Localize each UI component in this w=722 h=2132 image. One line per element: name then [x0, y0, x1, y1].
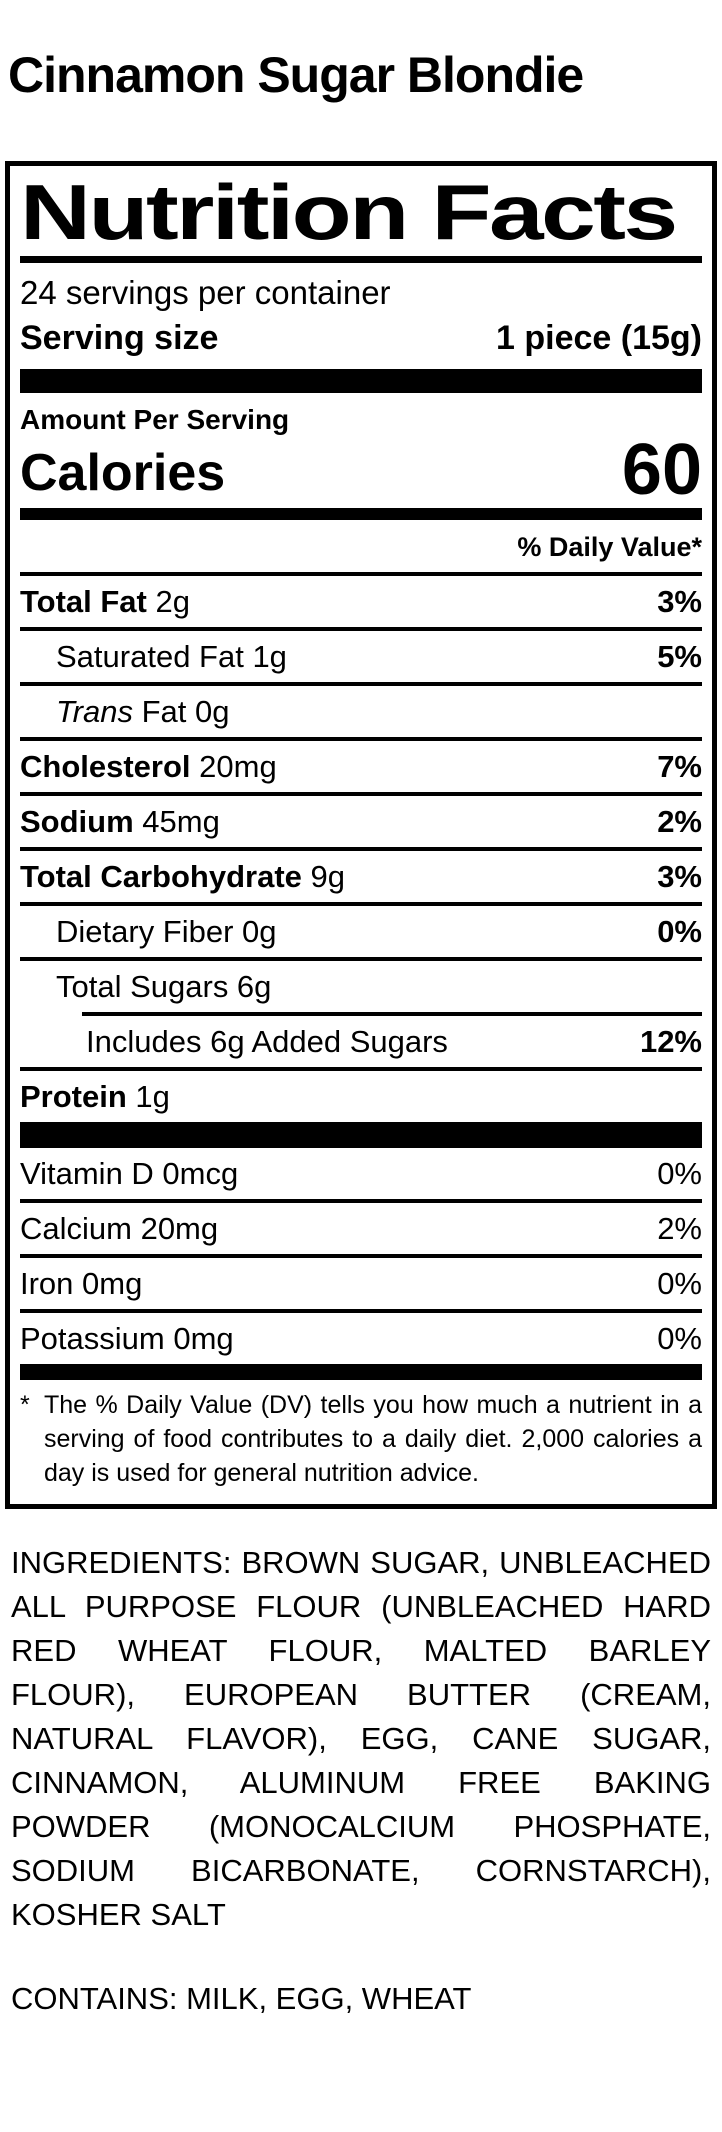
servings-per-container: 24 servings per container	[20, 274, 391, 311]
footnote-text: The % Daily Value (DV) tells you how muc…	[44, 1391, 702, 1487]
footnote: * The % Daily Value (DV) tells you how m…	[20, 1380, 702, 1502]
micronutrient-row: Vitamin D 0mcg 0%	[20, 1148, 702, 1199]
daily-value: 2%	[657, 1211, 702, 1246]
nutrient-row: Total Sugars 6g	[20, 961, 702, 1012]
separator	[82, 1012, 702, 1016]
thick-rule-middle	[20, 1122, 702, 1148]
separator	[20, 847, 702, 851]
nutrient-name: Trans Fat 0g	[56, 694, 230, 729]
nutrient-name: Iron 0mg	[20, 1266, 143, 1301]
nutrient-name: Includes 6g Added Sugars	[86, 1024, 448, 1059]
nutrition-facts-label: Nutrition Facts 24 servings per containe…	[5, 161, 717, 1509]
nutrient-row: Includes 6g Added Sugars 12%	[20, 1016, 702, 1067]
separator	[20, 1067, 702, 1071]
daily-value: 7%	[657, 749, 702, 784]
nutrient-row: Protein 1g	[20, 1071, 702, 1122]
separator	[20, 957, 702, 961]
nutrient-name: Potassium 0mg	[20, 1321, 234, 1356]
calories-rule	[20, 508, 702, 520]
daily-value: 0%	[657, 914, 702, 949]
nutrient-row: Cholesterol 20mg 7%	[20, 741, 702, 792]
micronutrient-row: Potassium 0mg 0%	[20, 1313, 702, 1364]
footnote-asterisk: *	[20, 1391, 30, 1419]
nutrition-facts-heading: Nutrition Facts	[20, 168, 678, 256]
separator	[20, 737, 702, 741]
nutrient-name: Total Fat 2g	[20, 584, 190, 619]
product-title: Cinnamon Sugar Blondie	[8, 47, 584, 103]
daily-value-header: % Daily Value*	[517, 532, 702, 562]
nutrient-name: Total Carbohydrate 9g	[20, 859, 346, 894]
daily-value: 0%	[657, 1156, 702, 1191]
separator	[20, 572, 702, 576]
nutrient-row: Dietary Fiber 0g 0%	[20, 906, 702, 957]
thick-rule-top	[20, 369, 702, 393]
nutrient-row: Total Carbohydrate 9g 3%	[20, 851, 702, 902]
nutrient-name: Dietary Fiber 0g	[56, 914, 277, 949]
daily-value: 12%	[639, 1024, 702, 1059]
serving-size-row: Serving size 1 piece (15g)	[20, 314, 702, 369]
nutrient-row: Total Fat 2g 3%	[20, 576, 702, 627]
nutrient-name: Protein 1g	[20, 1079, 170, 1114]
separator	[20, 792, 702, 796]
daily-value: 2%	[657, 804, 702, 839]
nutrient-name: Saturated Fat 1g	[56, 639, 287, 674]
nutrient-name: Vitamin D 0mcg	[20, 1156, 239, 1191]
daily-value: 3%	[657, 859, 702, 894]
separator	[20, 682, 702, 686]
separator	[20, 1199, 702, 1203]
nutrient-name: Total Sugars 6g	[56, 969, 272, 1004]
nutrient-row: Sodium 45mg 2%	[20, 796, 702, 847]
page: Cinnamon Sugar Blondie Nutrition Facts 2…	[0, 48, 722, 2021]
separator	[20, 902, 702, 906]
micronutrient-row: Iron 0mg 0%	[20, 1258, 702, 1309]
nutrient-name: Cholesterol 20mg	[20, 749, 277, 784]
nutrient-row: Saturated Fat 1g 5%	[20, 631, 702, 682]
calories-label: Calories	[20, 444, 226, 502]
nutrient-name: Sodium 45mg	[20, 804, 220, 839]
heading-rule	[20, 256, 702, 263]
calories-row: Calories 60	[20, 430, 702, 510]
serving-size-value: 1 piece (15g)	[496, 319, 702, 357]
nutrient-name: Calcium 20mg	[20, 1211, 219, 1246]
nutrient-rows: Total Fat 2g 3% Saturated Fat 1g 5% Trans Fa…	[20, 576, 702, 1122]
amount-per-serving-label: Amount Per Serving	[20, 404, 290, 435]
separator	[20, 1309, 702, 1313]
daily-value: 0%	[657, 1266, 702, 1301]
daily-value: 3%	[657, 584, 702, 619]
micronutrient-row: Calcium 20mg 2%	[20, 1203, 702, 1254]
separator	[20, 627, 702, 631]
calories-value: 60	[621, 430, 702, 510]
ingredients-paragraph: INGREDIENTS: BROWN SUGAR, UNBLEACHED ALL…	[11, 1545, 711, 1932]
daily-value: 5%	[657, 639, 702, 674]
daily-value: 0%	[657, 1321, 702, 1356]
separator	[20, 1254, 702, 1258]
micronutrient-rows: Vitamin D 0mcg 0% Calcium 20mg 2% Iron 0mg 0%…	[20, 1148, 702, 1364]
serving-size-label: Serving size	[20, 319, 219, 357]
thick-rule-bottom	[20, 1364, 702, 1380]
contains-paragraph: CONTAINS: MILK, EGG, WHEAT	[11, 1981, 472, 2016]
nutrient-row: Trans Fat 0g	[20, 686, 702, 737]
